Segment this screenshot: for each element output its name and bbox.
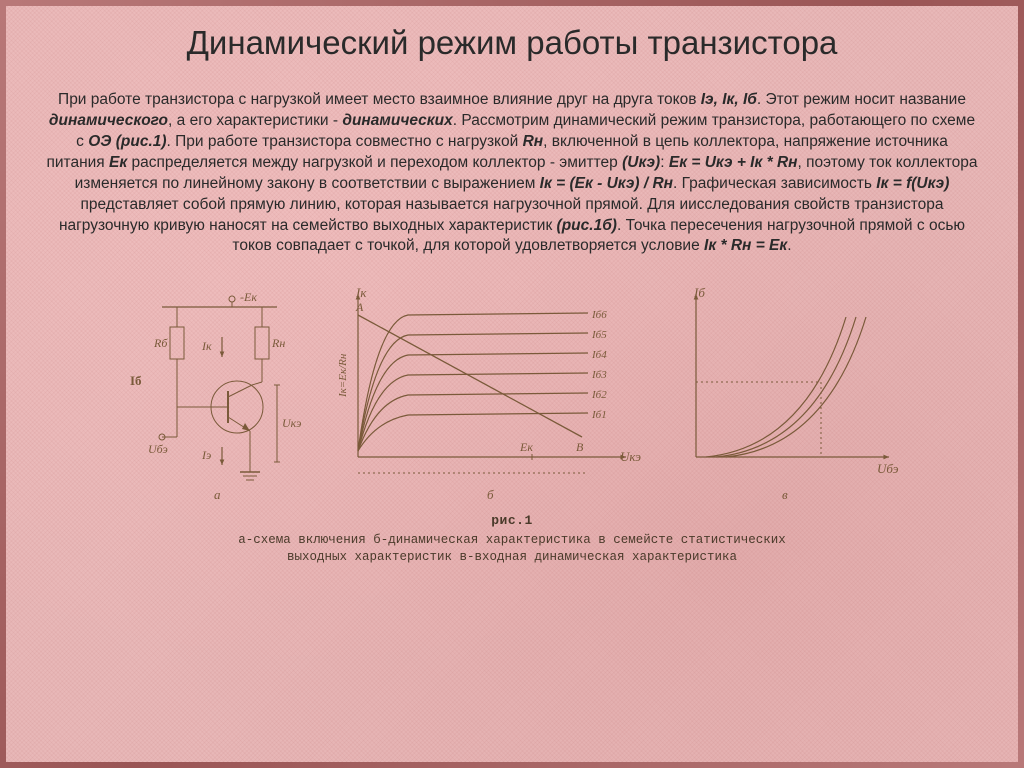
svg-text:Iб4: Iб4 (591, 349, 607, 361)
svg-text:Iк: Iк (201, 339, 212, 353)
output-characteristics-chart: Iк Uкэ Iк=Ек/Rн Iб6 Iб5 Iб4 Iб3 Iб2 Iб1 А B Ек б (332, 287, 652, 507)
figure-caption: рис.1 (46, 513, 978, 528)
slide-paragraph: При работе транзистора с нагрузкой имеет… (46, 90, 978, 257)
svg-text:А: А (355, 300, 364, 314)
svg-text:Uбэ: Uбэ (148, 442, 168, 456)
svg-text:Rб: Rб (153, 336, 168, 350)
svg-text:Uкэ: Uкэ (282, 416, 301, 430)
schematic-diagram: -Eк Rб Rн Iк Uбэ Iэ Uкэ Iб а (122, 287, 312, 507)
input-characteristics-chart: Iб Uбэ в (672, 287, 902, 507)
figure-row: -Eк Rб Rн Iк Uбэ Iэ Uкэ Iб а Iк Uкэ Iк=Ек/Rн Iб6 Iб5… (46, 287, 978, 507)
svg-text:Uкэ: Uкэ (620, 449, 641, 464)
svg-text:Iб3: Iб3 (591, 369, 607, 381)
svg-text:в: в (782, 487, 788, 502)
svg-text:Iб5: Iб5 (591, 329, 607, 341)
svg-text:Iэ: Iэ (201, 448, 211, 462)
svg-text:Iб: Iб (693, 287, 705, 300)
svg-text:B: B (576, 440, 584, 454)
slide-title: Динамический режим работы транзистора (46, 24, 978, 62)
figure-legend: а-схема включения б-динамическая характе… (46, 532, 978, 566)
svg-text:Iб2: Iб2 (591, 389, 607, 401)
svg-text:Iб6: Iб6 (591, 309, 607, 321)
svg-text:Iк: Iк (355, 287, 367, 300)
svg-text:-Eк: -Eк (240, 290, 257, 304)
svg-text:б: б (487, 487, 494, 502)
svg-text:Rн: Rн (271, 336, 285, 350)
svg-text:Iб1: Iб1 (591, 409, 607, 421)
svg-text:Iб: Iб (130, 373, 142, 388)
svg-text:Ек: Ек (519, 440, 533, 454)
svg-text:а: а (214, 487, 221, 502)
svg-text:Iк=Ек/Rн: Iк=Ек/Rн (337, 354, 349, 399)
svg-text:Uбэ: Uбэ (877, 461, 899, 476)
